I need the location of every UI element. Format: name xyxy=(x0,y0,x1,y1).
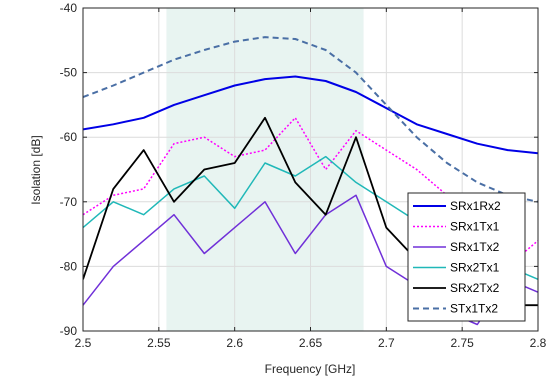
series-line-stx1tx2 xyxy=(83,36,538,203)
y-tick-label: -70 xyxy=(60,195,78,209)
series-line-srx1tx1 xyxy=(83,117,538,268)
x-tick-label: 2.7 xyxy=(378,336,395,350)
legend-label-srx1tx1: SRx1Tx1 xyxy=(450,220,500,234)
legend-label-srx2tx1: SRx2Tx1 xyxy=(450,261,500,275)
y-tick-label: -50 xyxy=(60,66,78,80)
y-tick-label: -90 xyxy=(60,324,78,338)
series-line-srx1rx2 xyxy=(83,75,538,155)
x-axis-label: Frequency [GHz] xyxy=(265,362,356,376)
y-tick-label: -40 xyxy=(60,1,78,15)
shaded-band-layer xyxy=(166,8,364,331)
x-tick-label: 2.55 xyxy=(147,336,171,350)
x-tick-label: 2.5 xyxy=(75,336,92,350)
legend-label-srx1tx2: SRx1Tx2 xyxy=(450,240,500,254)
shaded-band xyxy=(166,8,364,331)
y-axis-label: Isolation [dB] xyxy=(29,135,43,204)
legend: SRx1Rx2 SRx1Tx1 SRx1Tx2 SRx2Tx1 SRx2Tx2 STx1T… xyxy=(407,192,526,322)
x-tick-label: 2.75 xyxy=(450,336,474,350)
legend-label-stx1tx2: STx1Tx2 xyxy=(450,302,498,316)
x-tick-label: 2.65 xyxy=(299,336,323,350)
legend-box xyxy=(407,192,526,322)
legend-label-srx1rx2: SRx1Rx2 xyxy=(450,199,501,213)
x-tick-label: 2.8 xyxy=(530,336,547,350)
legend-label-srx2tx2: SRx2Tx2 xyxy=(450,281,500,295)
y-tick-label: -60 xyxy=(60,130,78,144)
tick-layer: 2.5 2.55 2.6 2.65 2.7 2.75 2.8 -90 -80 -70 -60 -50 -… xyxy=(60,1,547,350)
y-tick-label: -80 xyxy=(60,259,78,273)
x-tick-label: 2.6 xyxy=(226,336,243,350)
